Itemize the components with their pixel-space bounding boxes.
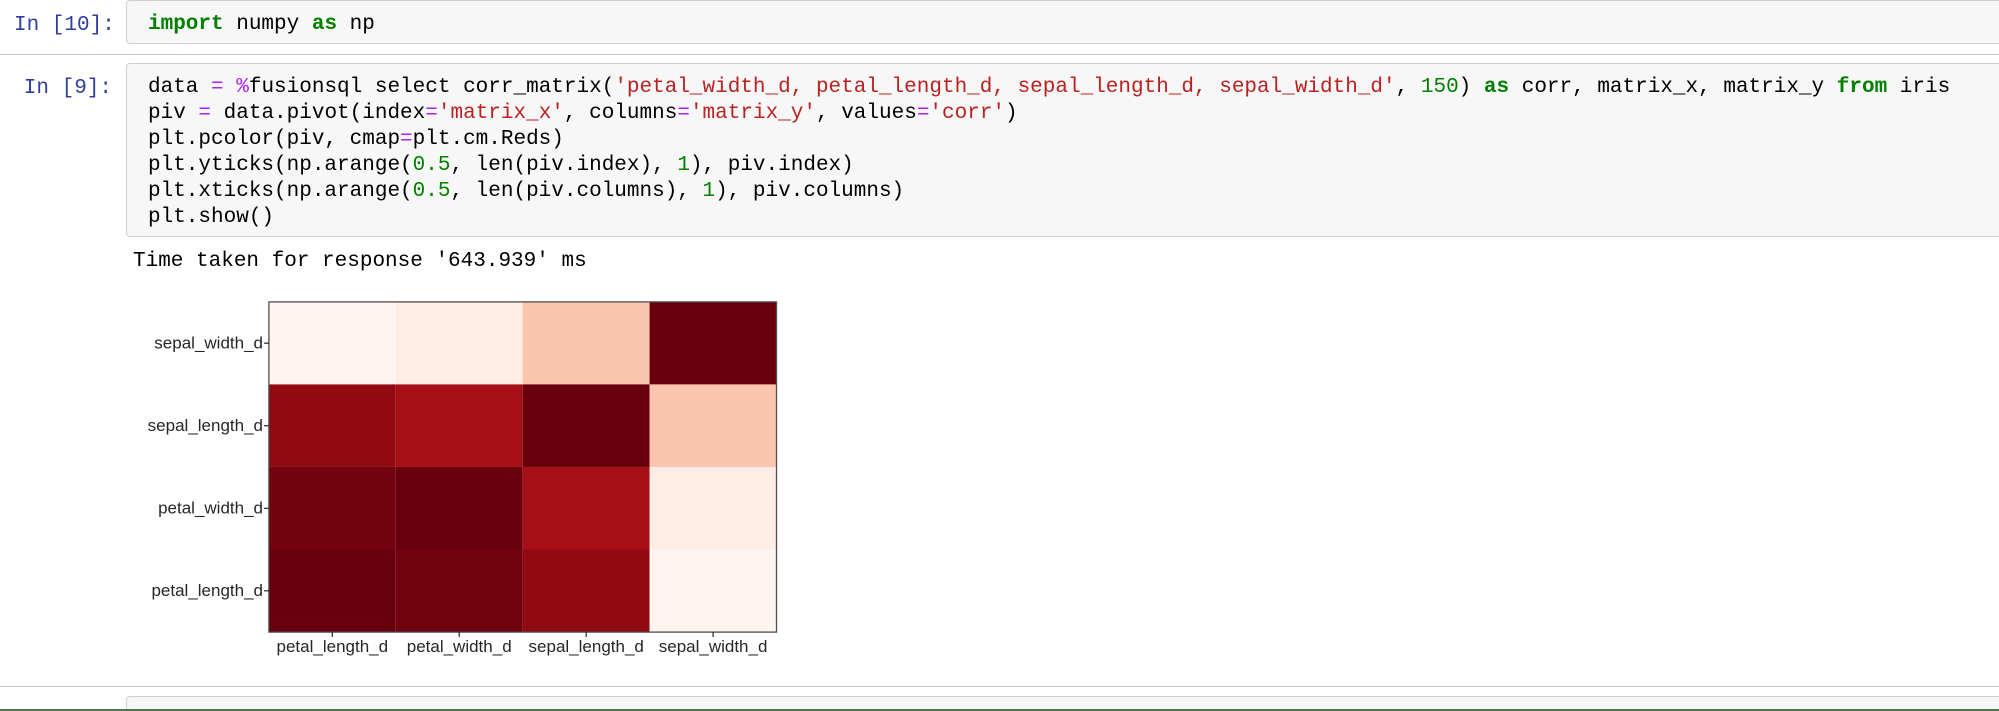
svg-text:petal_length_d: petal_length_d [151,581,263,600]
svg-text:petal_length_d: petal_length_d [277,637,389,656]
svg-text:sepal_length_d: sepal_length_d [529,637,644,656]
svg-text:sepal_length_d: sepal_length_d [148,416,263,435]
svg-text:sepal_width_d: sepal_width_d [659,637,768,656]
svg-text:petal_width_d: petal_width_d [407,637,512,656]
svg-text:sepal_width_d: sepal_width_d [154,334,263,353]
svg-text:petal_width_d: petal_width_d [158,499,263,518]
